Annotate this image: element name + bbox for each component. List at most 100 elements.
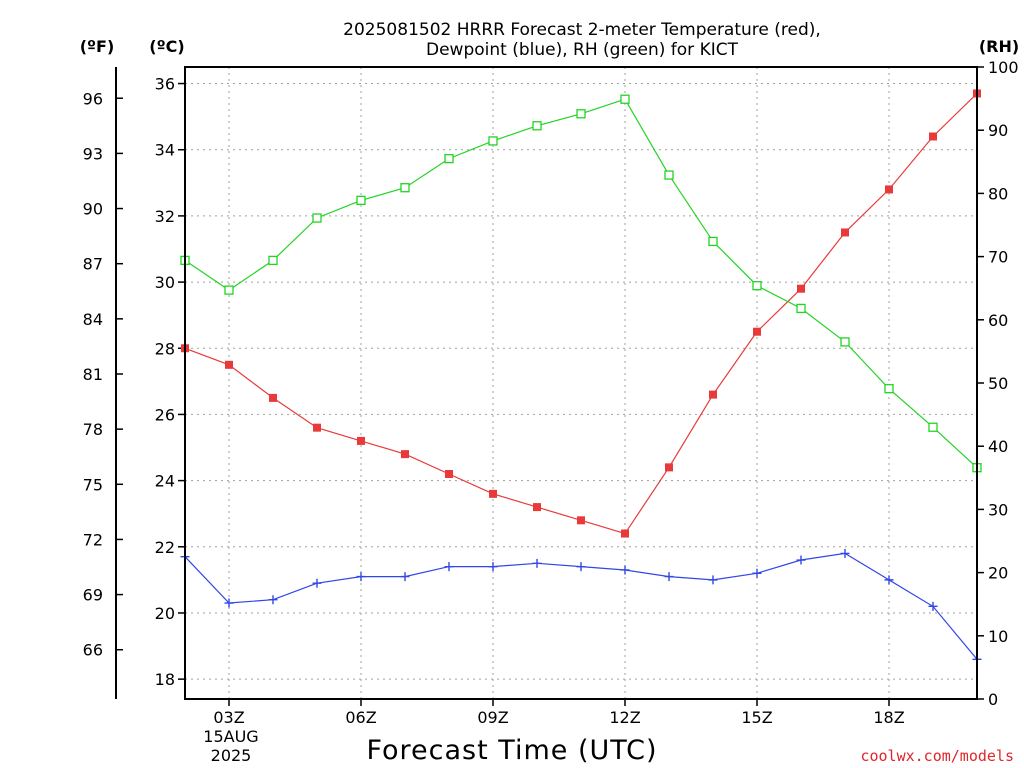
fahrenheit-tick-label: 69 <box>83 586 103 605</box>
series-line <box>184 93 978 535</box>
source-credit: coolwx.com/models <box>860 747 1014 765</box>
data-point <box>400 572 410 582</box>
data-point <box>928 422 938 432</box>
celsius-tick-label: 24 <box>155 472 175 491</box>
data-point <box>533 503 541 512</box>
data-point <box>225 360 233 369</box>
data-point <box>532 121 542 131</box>
fahrenheit-tick-label: 66 <box>83 641 103 660</box>
celsius-tick-label: 26 <box>155 405 175 424</box>
celsius-tick-label: 32 <box>155 207 175 226</box>
rh-unit-label: (RH) <box>979 37 1019 56</box>
data-point <box>445 469 453 478</box>
data-point <box>621 529 629 538</box>
data-point <box>312 213 322 223</box>
celsius-tick-label: 28 <box>155 339 175 358</box>
series-line <box>184 98 978 469</box>
data-point <box>356 195 366 206</box>
x-axis-title: Forecast Time (UTC) <box>366 735 657 766</box>
data-point <box>312 578 322 588</box>
data-point <box>885 185 893 194</box>
fahrenheit-tick-label: 78 <box>83 420 103 439</box>
data-point <box>840 548 850 558</box>
data-point <box>532 558 542 568</box>
data-point <box>797 284 805 293</box>
data-point <box>269 393 277 402</box>
fahrenheit-tick-label: 96 <box>83 89 103 108</box>
data-point <box>664 170 674 180</box>
chart-title-line-2: Dewpoint (blue), RH (green) for KICT <box>426 40 739 60</box>
rh-tick-label: 10 <box>988 627 1008 646</box>
x-tick-label: 06Z <box>345 708 376 727</box>
data-point <box>357 436 365 445</box>
data-point <box>796 303 806 314</box>
data-point <box>752 281 762 291</box>
chart-title-line-1: 2025081502 HRRR Forecast 2-meter Tempera… <box>343 20 821 40</box>
x-tick-label: 12Z <box>609 708 640 727</box>
rh-tick-label: 80 <box>988 184 1008 203</box>
rh-tick-label: 20 <box>988 564 1008 583</box>
fahrenheit-tick-label: 90 <box>83 200 103 219</box>
axes <box>115 66 984 706</box>
data-point <box>753 327 761 336</box>
celsius-unit-label: (ºC) <box>149 37 184 56</box>
celsius-tick-label: 20 <box>155 604 175 623</box>
fahrenheit-unit-label: (ºF) <box>80 37 115 56</box>
data-point <box>444 562 454 572</box>
tick-labels: 03Z 06Z 09Z 12Z 15Z 18Z 18 20 22 24 26 28 30 32 34 36 66… <box>83 58 1019 727</box>
x-tick-label: 09Z <box>477 708 508 727</box>
celsius-tick-label: 36 <box>155 75 175 94</box>
plot-frame <box>184 66 978 700</box>
date-label-day: 15AUG <box>203 727 258 746</box>
series-filled-square <box>181 89 981 538</box>
data-point <box>313 423 321 432</box>
data-point <box>576 562 586 572</box>
rh-tick-label: 100 <box>988 58 1019 77</box>
data-point <box>577 516 585 525</box>
data-point <box>224 285 234 295</box>
data-point <box>444 153 454 164</box>
data-point <box>708 575 718 585</box>
celsius-tick-label: 30 <box>155 273 175 292</box>
fahrenheit-tick-label: 87 <box>83 255 103 274</box>
celsius-tick-label: 22 <box>155 538 175 557</box>
rh-tick-label: 0 <box>988 690 998 709</box>
fahrenheit-tick-label: 72 <box>83 530 103 549</box>
rh-tick-label: 30 <box>988 500 1008 519</box>
data-point <box>356 572 366 582</box>
data-point <box>884 575 894 585</box>
celsius-tick-label: 34 <box>155 141 175 160</box>
data-point <box>488 136 498 146</box>
data-series <box>180 89 982 664</box>
data-point <box>752 568 762 578</box>
data-point <box>268 255 278 266</box>
series-plus <box>180 548 982 664</box>
series-open-square <box>180 94 982 473</box>
rh-tick-label: 90 <box>988 121 1008 140</box>
data-point <box>841 228 849 237</box>
rh-tick-label: 70 <box>988 248 1008 267</box>
x-tick-label: 18Z <box>873 708 904 727</box>
fahrenheit-tick-label: 84 <box>83 310 103 329</box>
data-point <box>489 489 497 498</box>
date-label-year: 2025 <box>211 746 252 765</box>
data-point <box>884 384 894 394</box>
data-point <box>401 450 409 459</box>
x-tick-label: 03Z <box>213 708 244 727</box>
rh-tick-label: 50 <box>988 374 1008 393</box>
grid-lines <box>185 67 977 699</box>
x-tick-label: 15Z <box>741 708 772 727</box>
data-point <box>224 598 234 608</box>
fahrenheit-tick-label: 93 <box>83 144 103 163</box>
data-point <box>708 236 718 247</box>
data-point <box>620 94 630 104</box>
data-point <box>400 183 410 193</box>
data-point <box>268 595 278 605</box>
data-point <box>620 565 630 575</box>
data-point <box>665 463 673 472</box>
data-point <box>796 555 806 565</box>
fahrenheit-tick-label: 81 <box>83 365 103 384</box>
data-point <box>929 132 937 141</box>
data-point <box>928 601 938 611</box>
data-point <box>840 337 850 347</box>
